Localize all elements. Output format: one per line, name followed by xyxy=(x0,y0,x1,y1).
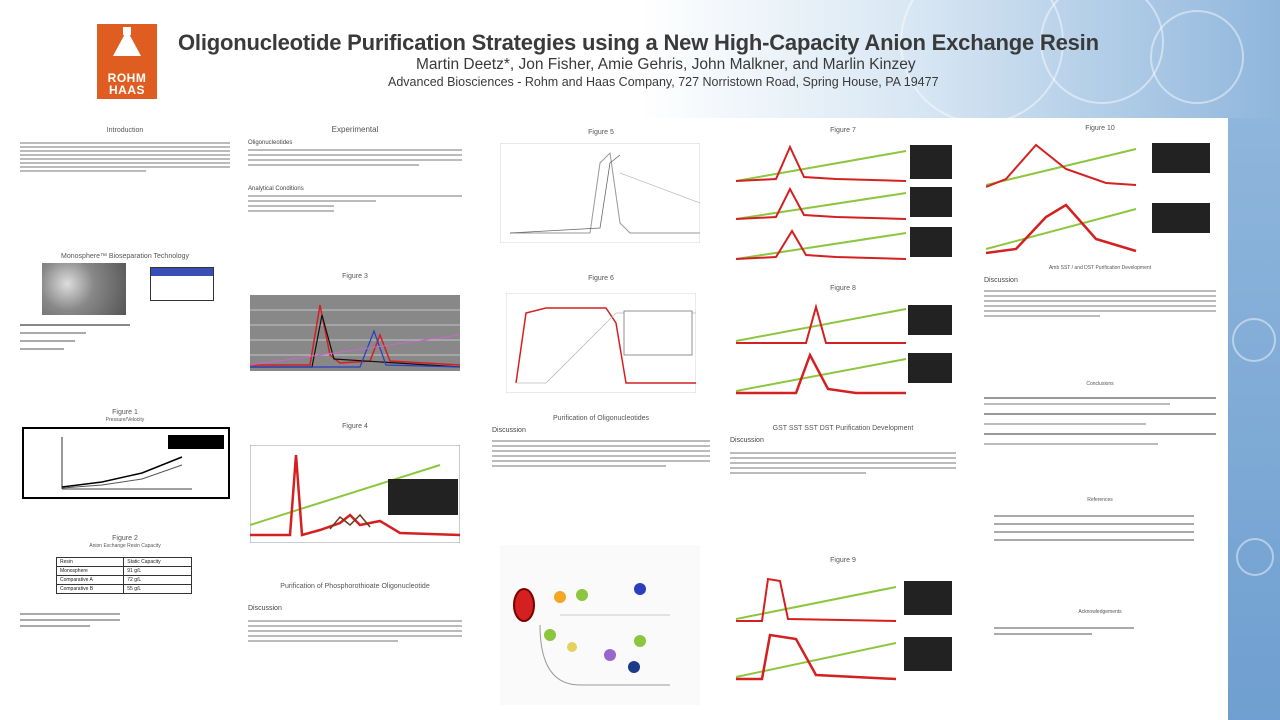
logo-text-line1: ROHM xyxy=(107,71,147,85)
column-2: Experimental Oligonucleotides Analytical… xyxy=(248,125,462,715)
figure5-label: Figure 5 xyxy=(588,129,614,136)
section-heading-experimental: Experimental xyxy=(331,125,379,134)
column-3: Figure 5 Figure 6 Purification of Oligon… xyxy=(492,125,710,715)
discussion-text xyxy=(248,617,462,645)
capacity-notes xyxy=(20,609,120,631)
subheading-discussion-3: Discussion xyxy=(730,437,764,444)
column-1: Introduction Monosphere™ Bioseparation T… xyxy=(20,125,230,715)
figure11-caption: Amb SST / and DST Purification Developme… xyxy=(1048,265,1152,271)
figure3-label: Figure 3 xyxy=(342,273,368,280)
section-heading-references: References xyxy=(1087,497,1113,503)
capacity-cell: 91 g/L xyxy=(123,566,192,576)
pressure-velocity-chart xyxy=(22,427,230,499)
purification-text xyxy=(492,437,710,470)
capacity-cell: Monosphere xyxy=(55,566,125,576)
header-banner xyxy=(0,0,1280,124)
figure7-chromatograms xyxy=(736,141,954,265)
figure8-label: Figure 8 xyxy=(830,285,856,292)
section-heading-introduction: Introduction xyxy=(106,127,144,134)
subheading-oligonucleotides: Oligonucleotides xyxy=(248,140,293,146)
figure1-caption: Pressure/Velocity xyxy=(105,417,145,423)
decorative-circle xyxy=(900,0,1064,124)
figure8-chromatograms xyxy=(736,301,954,397)
capacity-cell: Comparative A xyxy=(55,575,125,585)
figure10-label: Figure 10 xyxy=(1085,125,1115,132)
figure9-chromatograms xyxy=(736,573,954,693)
final-discussion-text xyxy=(984,287,1216,320)
figure7-label: Figure 7 xyxy=(830,127,856,134)
figure4-chromatogram xyxy=(250,445,460,543)
flask-icon xyxy=(113,30,141,56)
experimental-text xyxy=(248,149,462,166)
poster-title: Oligonucleotide Purification Strategies … xyxy=(178,30,1099,55)
conclusions-list xyxy=(984,393,1216,449)
analytical-text xyxy=(248,195,462,212)
section-heading-acknowledgements: Acknowledgements xyxy=(1078,609,1122,615)
figure10-chromatograms xyxy=(986,139,1214,261)
subheading-discussion: Discussion xyxy=(248,605,282,612)
section-heading-ps-purification: Purification of Phosphorothioate Oligonu… xyxy=(280,583,430,590)
decorative-circle xyxy=(1150,10,1244,104)
poster-authors: Martin Deetz*, Jon Fisher, Amie Gehris, … xyxy=(416,56,916,73)
section-heading-purification-oligos: Purification of Oligonucleotides xyxy=(552,415,650,422)
figure4-label: Figure 4 xyxy=(342,423,368,430)
figure2-label: Figure 2 xyxy=(112,535,138,542)
gradient-discussion-text xyxy=(730,449,956,477)
references-list xyxy=(994,509,1194,547)
figure6-loading-chart xyxy=(506,293,696,393)
column-4: Figure 7 Figure 8 GST SST SST DST P xyxy=(730,125,956,715)
figure9-label: Figure 9 xyxy=(830,557,856,564)
acknowledgements-list xyxy=(994,623,1134,639)
capacity-cell: Comparative B xyxy=(55,584,125,594)
figure6-label: Figure 6 xyxy=(588,275,614,282)
intro-text-block xyxy=(20,140,230,200)
figure5-breakthrough-chart xyxy=(500,143,700,243)
capacity-cell: 72 g/L xyxy=(123,575,192,585)
capacity-table: Resin Static Capacity Monosphere 91 g/L Co… xyxy=(55,557,192,594)
capacity-header-value: Static Capacity xyxy=(123,557,192,567)
capacity-header-resin: Resin xyxy=(55,557,125,567)
decorative-circle xyxy=(1232,318,1276,362)
figure3-chromatogram xyxy=(250,295,460,371)
figure1-label: Figure 1 xyxy=(112,409,138,416)
subheading-analytical: Analytical Conditions xyxy=(248,186,304,192)
section-heading-resin: Monosphere™ Bioseparation Technology xyxy=(61,253,189,260)
poster-affiliation: Advanced Biosciences - Rohm and Haas Com… xyxy=(388,75,939,89)
capacity-cell: 55 g/L xyxy=(123,584,192,594)
resin-bead-micrograph xyxy=(42,263,126,315)
subheading-discussion-4: Discussion xyxy=(984,277,1018,284)
section-heading-conclusions: Conclusions xyxy=(1086,381,1114,387)
resin-feature-list xyxy=(20,321,130,356)
subheading-discussion-2: Discussion xyxy=(492,427,526,434)
rohm-haas-logo: ROHM HAAS xyxy=(97,24,157,99)
resin-properties-table xyxy=(150,267,214,301)
figure2-caption: Anion Exchange Resin Capacity xyxy=(89,543,161,549)
gradient-development-title: GST SST SST DST Purification Development xyxy=(772,425,914,432)
logo-text-line2: HAAS xyxy=(108,83,145,97)
purification-scheme-diagram xyxy=(500,545,700,705)
column-5: Figure 10 Amb SST / and DST Purification… xyxy=(984,125,1216,715)
decorative-circle xyxy=(1236,538,1274,576)
side-decoration xyxy=(1228,118,1280,720)
